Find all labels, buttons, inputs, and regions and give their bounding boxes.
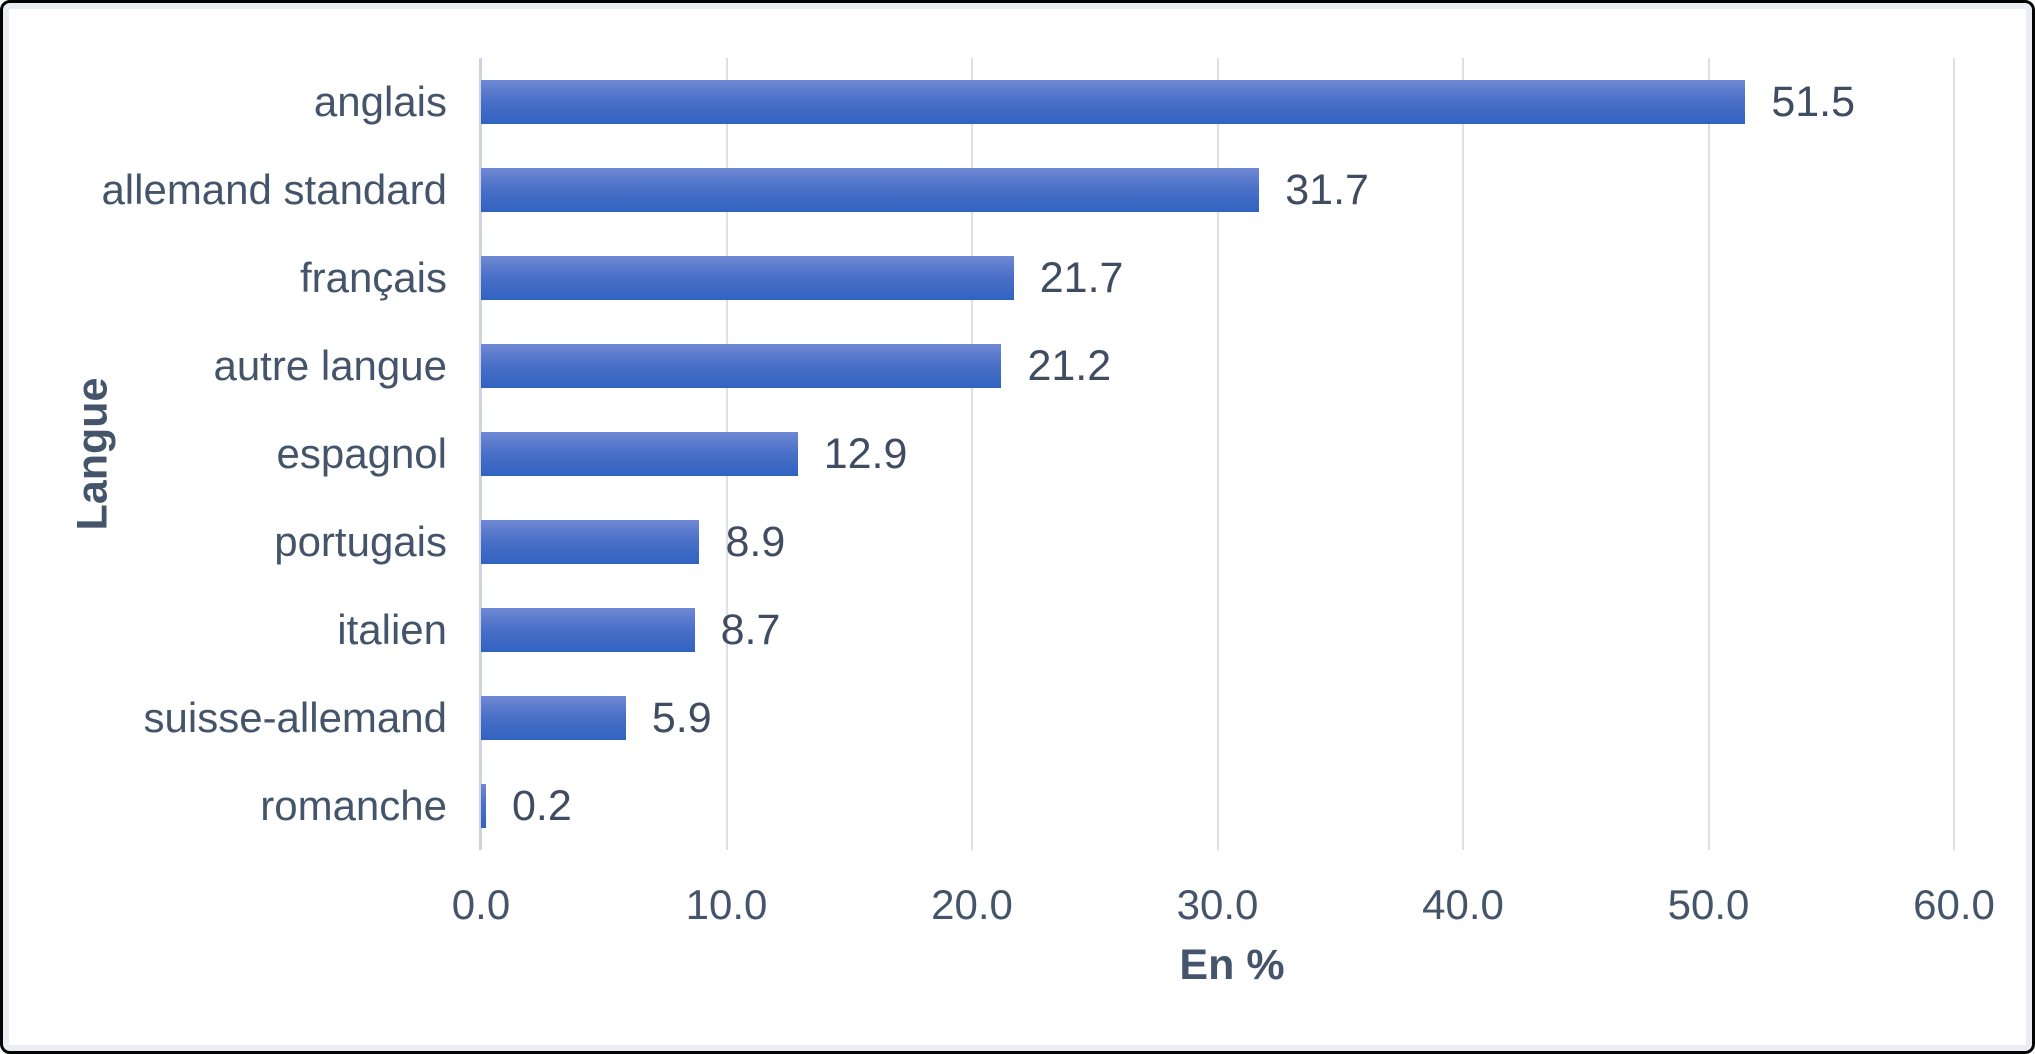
x-tick-label: 50.0 [1667,881,1750,928]
value-label: 5.9 [651,694,712,742]
bar-row: français 21.7 [300,234,1983,322]
bar [481,256,1014,300]
category-label: italien [337,606,447,653]
bar-row: autre langue 21.2 [213,322,1983,410]
x-tick-label: 0.0 [451,881,511,928]
category-label: espagnol [276,430,447,477]
bar [481,608,695,652]
x-tick-label: 30.0 [1176,881,1259,928]
value-label: 12.9 [823,430,908,478]
bar-row: suisse-allemand 5.9 [144,674,1983,762]
gridline [1953,58,1955,850]
y-axis-line [479,58,482,850]
bar-row: anglais 51.5 [314,58,1983,146]
value-label: 8.7 [720,606,781,654]
x-tick-label: 60.0 [1913,881,1995,928]
bar [481,784,486,828]
category-label: autre langue [213,342,447,389]
bar [481,168,1260,212]
value-label: 31.7 [1285,166,1369,214]
bar-row: portugais 8.9 [274,498,1983,586]
category-label: romanche [260,782,447,829]
bar-row: italien 8.7 [337,586,1983,674]
x-axis-ticks: 0.0 10.0 20.0 30.0 40.0 50.0 60.0 [452,881,1995,928]
bar [481,80,1746,124]
bar [481,696,626,740]
category-label: suisse-allemand [143,694,447,741]
bar [481,344,1002,388]
gridline [1462,58,1464,850]
category-label: portugais [274,518,447,565]
plot-area: anglais 51.5 allemand standard 31.7 français… [101,58,1983,850]
value-label: 21.7 [1039,254,1124,302]
x-tick-label: 40.0 [1422,881,1504,928]
bar [481,432,798,476]
gridline [971,58,973,850]
category-label: français [299,254,447,301]
value-label: 21.2 [1027,342,1112,390]
value-label: 0.2 [512,782,572,830]
bar-row: romanche 0.2 [260,762,1983,850]
gridline [1707,58,1710,850]
x-tick-label: 20.0 [931,881,1013,928]
bar [481,520,700,564]
bar-row: allemand standard 31.7 [101,146,1983,234]
bar-row: espagnol 12.9 [277,410,1983,498]
category-label: allemand standard [101,166,447,213]
x-axis-title: En % [1179,941,1285,989]
x-tick-label: 10.0 [685,881,768,928]
value-label: 8.9 [725,518,786,566]
category-label: anglais [313,78,447,125]
value-label: 51.5 [1771,78,1856,126]
gridline [1216,58,1219,850]
